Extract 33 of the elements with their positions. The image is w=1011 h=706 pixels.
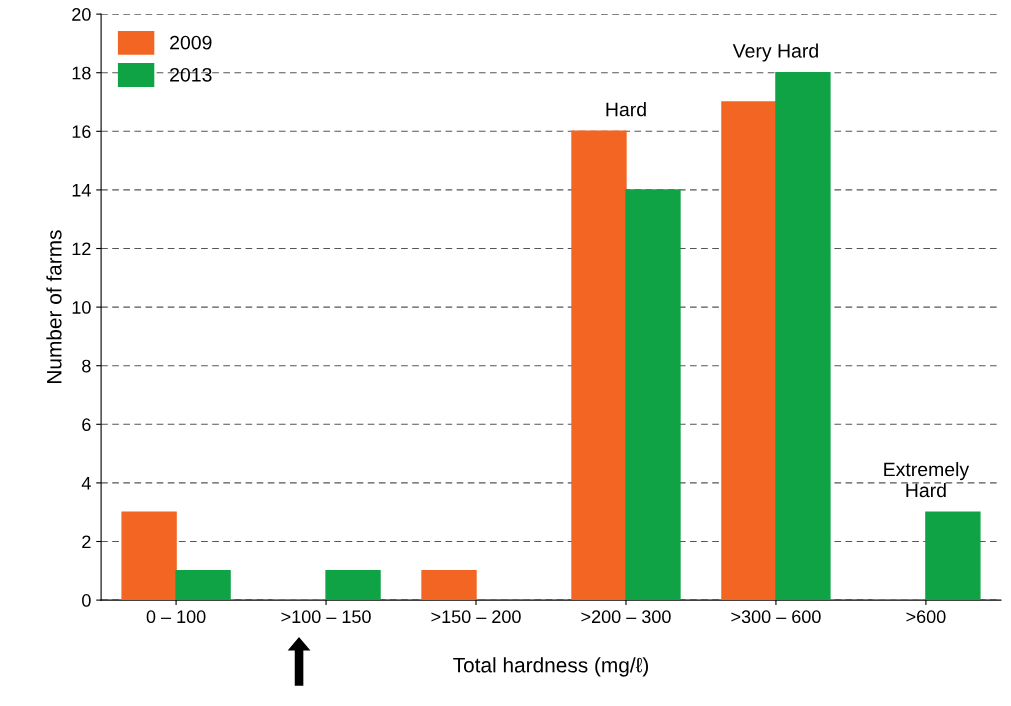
y-tick-label: 6 (82, 418, 91, 432)
bar (421, 570, 477, 601)
y-tick-label: 0 (82, 594, 91, 607)
bar (325, 570, 381, 601)
x-tick-label: >150 – 200 (431, 610, 521, 624)
bar (175, 570, 231, 601)
bar (775, 72, 831, 601)
annotation: Extremely Hard (884, 462, 970, 498)
y-tick-label: 18 (72, 66, 91, 80)
legend-label: 2009 (170, 35, 212, 50)
bar (121, 511, 177, 601)
x-tick-label: 0 – 100 (146, 610, 206, 624)
y-tick-label: 14 (72, 184, 91, 197)
x-tick-label: >200 – 300 (581, 610, 671, 624)
x-tick-label: >600 (906, 610, 946, 624)
y-tick-label: 2 (82, 535, 91, 549)
y-tick-label: 10 (72, 301, 91, 314)
x-axis-title: Total hardness (mg/ℓ) (453, 657, 649, 677)
annotation: Very Hard (732, 43, 818, 62)
bar (925, 511, 981, 601)
y-tick-label: 20 (72, 8, 91, 21)
y-tick-label: 8 (82, 359, 91, 373)
legend-label: 2013 (170, 67, 212, 82)
y-tick-label: 4 (81, 477, 91, 490)
x-tick-label: >100 – 150 (281, 610, 371, 624)
x-tick-label: >300 – 600 (731, 610, 821, 624)
y-axis-title: Number of farms (46, 230, 62, 383)
y-tick-label: 16 (72, 125, 91, 139)
y-tick-label: 12 (72, 242, 91, 256)
bar (571, 130, 627, 601)
bar (625, 189, 681, 601)
bar (721, 101, 777, 601)
annotation: Hard (606, 102, 646, 117)
